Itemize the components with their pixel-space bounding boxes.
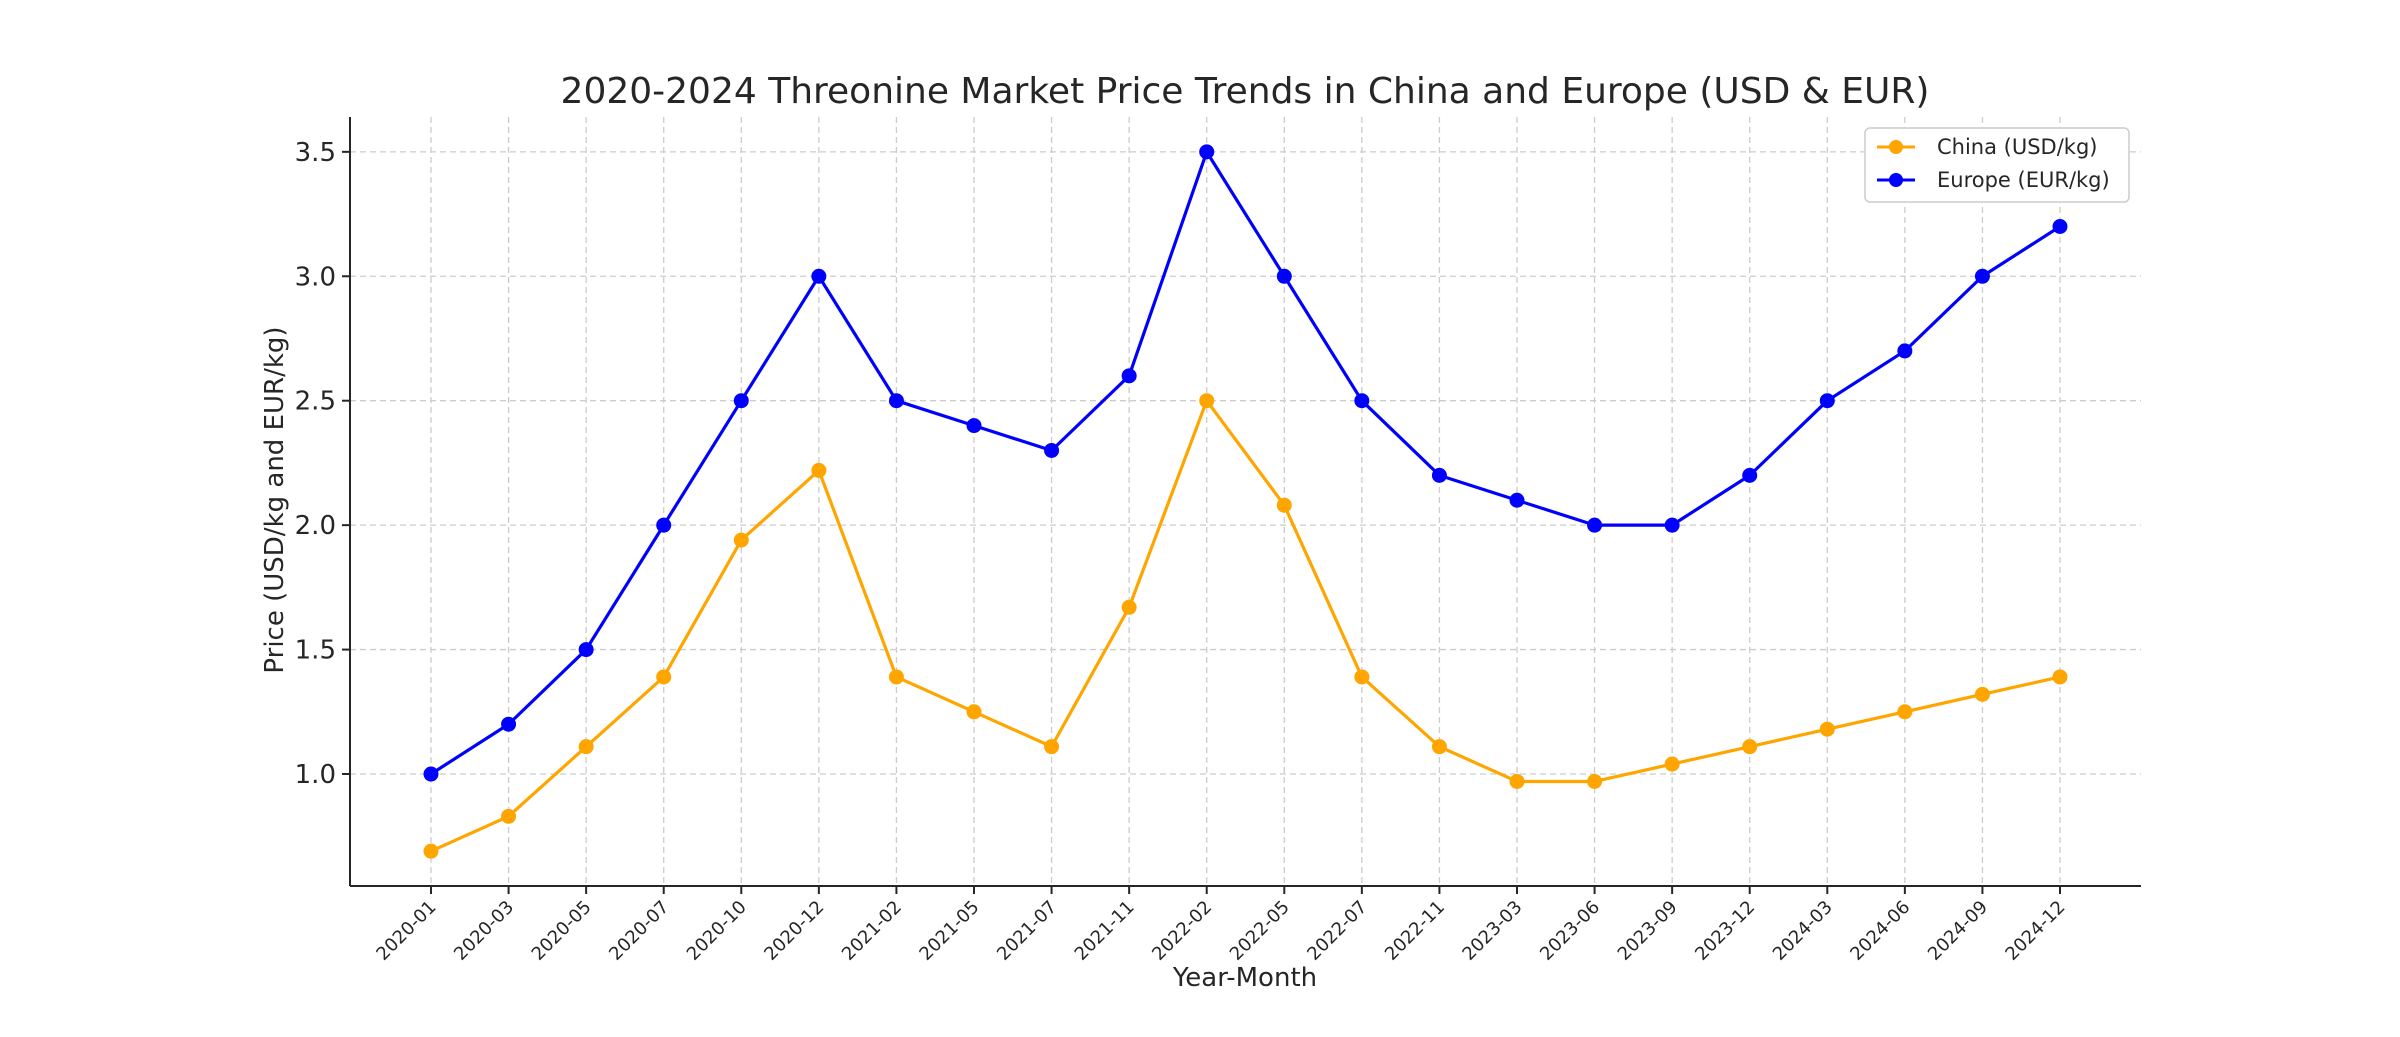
data-point xyxy=(423,843,439,859)
x-tick-label: 2021-11 xyxy=(1071,897,1139,965)
data-point xyxy=(2052,219,2068,235)
legend-marker-europe xyxy=(1889,173,1903,187)
data-point xyxy=(1664,517,1680,533)
x-tick-label: 2022-05 xyxy=(1226,897,1294,965)
data-point xyxy=(811,268,827,284)
y-axis-label: Price (USD/kg and EUR/kg) xyxy=(260,326,290,673)
x-tick-label: 2021-02 xyxy=(838,897,906,965)
data-point xyxy=(1354,393,1370,409)
chart-title: 2020-2024 Threonine Market Price Trends … xyxy=(561,71,1930,112)
legend-label-china: China (USD/kg) xyxy=(1937,135,2097,159)
data-point xyxy=(1276,268,1292,284)
axes xyxy=(349,117,2141,887)
data-point xyxy=(966,704,982,720)
legend: China (USD/kg) Europe (EUR/kg) xyxy=(1864,127,2130,203)
x-tick-label: 2020-12 xyxy=(760,897,828,965)
x-tick-label: 2024-12 xyxy=(2001,897,2069,965)
series-europe xyxy=(423,144,2068,782)
series-line xyxy=(430,150,2061,776)
data-point xyxy=(501,716,517,732)
data-point xyxy=(811,462,827,478)
data-point xyxy=(888,393,904,409)
data-point xyxy=(1587,773,1603,789)
x-tick-label: 2020-01 xyxy=(372,897,440,965)
data-point xyxy=(1199,393,1215,409)
y-tick-label: 1.0 xyxy=(295,760,336,790)
x-tick-label: 2023-03 xyxy=(1458,897,1526,965)
data-point xyxy=(966,418,982,434)
data-point xyxy=(1509,773,1525,789)
x-tick-label: 2024-06 xyxy=(1846,897,1914,965)
data-point xyxy=(1121,599,1137,615)
data-point xyxy=(423,766,439,782)
x-tick-label: 2022-11 xyxy=(1381,897,1449,965)
x-tick-label: 2022-02 xyxy=(1148,897,1216,965)
x-ticks: 2020-01 2020-03 2020-05 2020-07 2020-10 2020-… xyxy=(372,886,2070,965)
series-layer xyxy=(423,144,2068,859)
legend-label-europe: Europe (EUR/kg) xyxy=(1937,168,2110,192)
data-point xyxy=(656,669,672,685)
data-point xyxy=(1897,343,1913,359)
y-ticks: 1.0 1.5 2.0 2.5 3.0 3.5 xyxy=(295,138,350,790)
data-point xyxy=(1664,756,1680,772)
x-tick-label: 2020-07 xyxy=(605,897,673,965)
x-tick-label: 2022-07 xyxy=(1303,897,1371,965)
data-point xyxy=(1431,739,1447,755)
y-tick-label: 1.5 xyxy=(295,636,336,666)
data-point xyxy=(1742,739,1758,755)
data-point xyxy=(733,393,749,409)
data-point xyxy=(501,808,517,824)
x-tick-label: 2020-10 xyxy=(683,897,751,965)
x-tick-label: 2021-07 xyxy=(993,897,1061,965)
x-tick-label: 2023-12 xyxy=(1691,897,1759,965)
x-tick-label: 2020-03 xyxy=(450,897,518,965)
data-point xyxy=(1974,686,1990,702)
data-point xyxy=(1199,144,1215,160)
x-tick-label: 2024-09 xyxy=(1924,897,1992,965)
data-point xyxy=(1431,467,1447,483)
data-point xyxy=(1354,669,1370,685)
data-point xyxy=(1121,368,1137,384)
legend-frame xyxy=(1864,127,2130,203)
x-tick-label: 2021-05 xyxy=(915,897,983,965)
data-point xyxy=(1974,268,1990,284)
data-point xyxy=(1819,393,1835,409)
data-point xyxy=(578,642,594,658)
data-point xyxy=(1587,517,1603,533)
legend-marker-china xyxy=(1889,140,1903,154)
data-point xyxy=(578,739,594,755)
data-point xyxy=(733,532,749,548)
data-point xyxy=(1276,497,1292,513)
y-tick-label: 2.5 xyxy=(295,387,336,417)
data-point xyxy=(1897,704,1913,720)
x-tick-label: 2023-09 xyxy=(1614,897,1682,965)
data-point xyxy=(656,517,672,533)
y-tick-label: 3.5 xyxy=(295,138,336,168)
x-tick-label: 2023-06 xyxy=(1536,897,1604,965)
y-tick-label: 2.0 xyxy=(295,511,336,541)
data-point xyxy=(1044,739,1060,755)
data-point xyxy=(1742,467,1758,483)
data-point xyxy=(1044,442,1060,458)
data-point xyxy=(1509,492,1525,508)
data-point xyxy=(1819,721,1835,737)
grid xyxy=(350,117,2141,886)
series-line xyxy=(430,399,2061,853)
series-china xyxy=(423,393,2068,859)
data-point xyxy=(888,669,904,685)
data-point xyxy=(2052,669,2068,685)
x-tick-label: 2024-03 xyxy=(1769,897,1837,965)
x-axis-label: Year-Month xyxy=(1172,963,1317,993)
y-tick-label: 3.0 xyxy=(295,262,336,292)
x-tick-label: 2020-05 xyxy=(528,897,596,965)
